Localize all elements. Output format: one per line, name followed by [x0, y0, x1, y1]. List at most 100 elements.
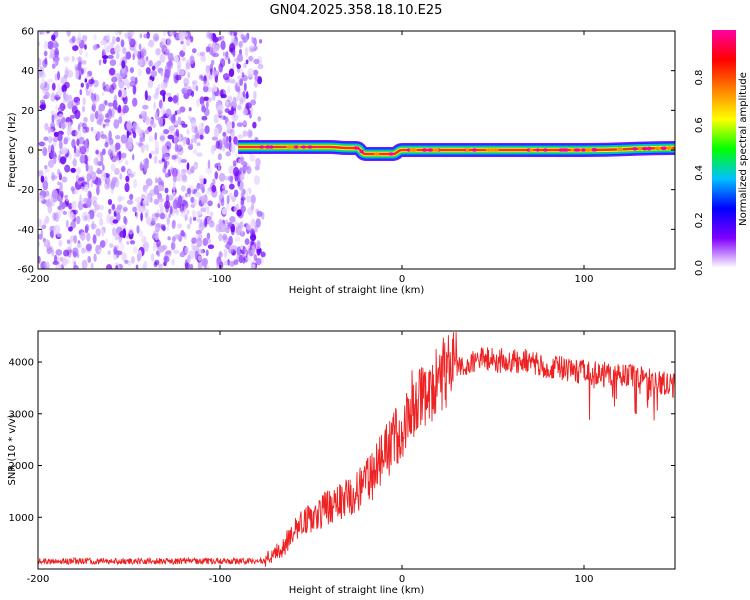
noise-speck: [153, 93, 159, 100]
noise-speck: [73, 189, 79, 195]
noise-speck: [164, 47, 170, 53]
noise-speck: [253, 37, 257, 47]
noise-speck: [143, 158, 149, 165]
noise-speck: [114, 45, 121, 54]
noise-speck: [217, 36, 222, 41]
noise-speck: [100, 134, 107, 140]
noise-speck: [222, 51, 226, 57]
noise-speck: [84, 44, 87, 50]
noise-speck: [122, 108, 127, 114]
signal-peak: [616, 147, 623, 151]
noise-speck: [51, 248, 55, 257]
noise-speck: [200, 195, 207, 203]
noise-speck: [171, 167, 175, 175]
colorbar-tick-label: 0.0: [694, 260, 705, 276]
noise-speck: [98, 59, 102, 66]
noise-speck: [195, 184, 200, 191]
noise-speck: [145, 178, 153, 187]
signal-peak: [307, 145, 313, 149]
noise-speck: [93, 157, 99, 166]
noise-speck: [135, 196, 142, 204]
noise-speck: [53, 224, 61, 235]
noise-speck: [76, 56, 83, 62]
noise-speck: [93, 253, 97, 262]
noise-speck: [81, 105, 86, 113]
noise-speck: [56, 119, 63, 127]
noise-speck: [190, 166, 195, 174]
signal-peak: [359, 149, 364, 154]
noise-speck: [182, 231, 186, 238]
noise-speck: [213, 127, 220, 138]
noise-speck: [112, 219, 119, 224]
noise-speck: [53, 43, 59, 49]
noise-speck: [126, 83, 130, 89]
noise-speck: [75, 128, 82, 139]
colorbar-tick-label: 0.4: [694, 165, 705, 181]
noise-speck: [55, 90, 62, 98]
noise-speck: [205, 46, 210, 53]
noise-speck: [246, 195, 252, 203]
noise-speck: [195, 132, 200, 140]
noise-speck: [255, 257, 262, 266]
noise-speck: [154, 36, 159, 41]
noise-speck: [172, 181, 176, 192]
noise-speck: [113, 94, 118, 102]
noise-speck: [62, 210, 67, 215]
signal-peak: [485, 148, 493, 152]
noise-speck: [38, 255, 41, 264]
noise-speck: [78, 136, 85, 145]
noise-speck: [164, 187, 169, 194]
y-tick-label: -20: [18, 185, 34, 196]
noise-speck: [44, 165, 48, 170]
noise-speck: [180, 40, 184, 45]
noise-speck: [231, 121, 235, 129]
noise-speck: [254, 165, 260, 171]
noise-speck: [172, 220, 176, 225]
signal-peak: [632, 147, 638, 151]
noise-speck: [132, 122, 138, 131]
noise-speck: [239, 78, 244, 87]
noise-speck: [90, 180, 94, 188]
noise-speck: [153, 229, 159, 237]
colorbar-label: Normalized spectral amplitude: [738, 72, 749, 226]
noise-speck: [38, 57, 42, 68]
noise-speck: [170, 242, 176, 250]
noise-speck: [150, 150, 156, 155]
noise-speck: [152, 241, 157, 251]
noise-speck: [115, 207, 122, 215]
noise-speck: [178, 69, 185, 76]
noise-speck: [88, 78, 95, 85]
noise-speck: [180, 185, 186, 192]
noise-speck: [122, 47, 127, 55]
x-tick-label: -100: [209, 574, 232, 585]
noise-speck: [103, 44, 110, 55]
noise-speck: [70, 186, 75, 192]
noise-speck: [67, 69, 74, 78]
y-tick-label: 40: [21, 66, 34, 77]
noise-speck: [172, 191, 176, 198]
noise-speck: [121, 252, 127, 262]
noise-speck: [111, 155, 118, 163]
noise-speck: [59, 182, 63, 192]
noise-speck: [200, 75, 204, 82]
noise-speck: [55, 120, 58, 127]
noise-speck: [102, 148, 106, 156]
noise-speck: [39, 99, 46, 105]
noise-speck: [111, 36, 116, 45]
noise-speck: [155, 48, 161, 56]
noise-speck: [63, 137, 68, 145]
noise-speck: [228, 235, 233, 246]
noise-speck: [142, 202, 146, 210]
y-tick-label: -40: [18, 225, 34, 236]
noise-speck: [108, 67, 116, 76]
noise-speck: [125, 140, 129, 151]
y-tick-label: 3000: [9, 409, 34, 420]
noise-speck: [40, 78, 46, 87]
noise-speck: [184, 259, 189, 269]
noise-speck: [58, 171, 62, 179]
noise-speck: [159, 89, 166, 96]
noise-speck: [245, 249, 248, 258]
noise-speck: [169, 205, 173, 215]
noise-speck: [250, 233, 257, 242]
